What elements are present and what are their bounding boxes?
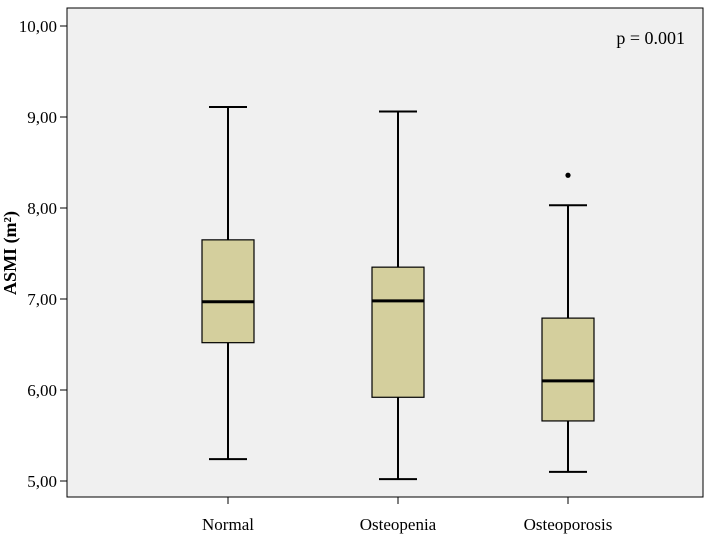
y-tick-label: 6,00 (27, 381, 57, 400)
x-tick-label: Osteoporosis (524, 515, 613, 534)
outlier-point (565, 172, 571, 178)
box-group (371, 110, 425, 481)
x-tick-label: Normal (202, 515, 254, 534)
box-series (201, 105, 595, 481)
iqr-box (201, 239, 255, 344)
y-axis-ticks: 5,00 6,00 7,00 8,00 9,00 10,00 (19, 17, 67, 491)
iqr-box (541, 317, 595, 422)
iqr-box (371, 266, 425, 398)
p-value-annotation: p = 0.001 (616, 28, 685, 48)
box-group (201, 105, 255, 461)
y-tick-label: 8,00 (27, 199, 57, 218)
y-axis-title: ASMI (m²) (0, 211, 21, 295)
y-tick-label: 7,00 (27, 290, 57, 309)
y-tick-label: 5,00 (27, 472, 57, 491)
plot-area (66, 7, 704, 498)
x-axis-labels: Normal Osteopenia Osteoporosis (202, 497, 612, 534)
x-tick-label: Osteopenia (360, 515, 437, 534)
y-tick-label: 10,00 (19, 17, 57, 36)
box-group (541, 172, 595, 473)
y-tick-label: 9,00 (27, 108, 57, 127)
